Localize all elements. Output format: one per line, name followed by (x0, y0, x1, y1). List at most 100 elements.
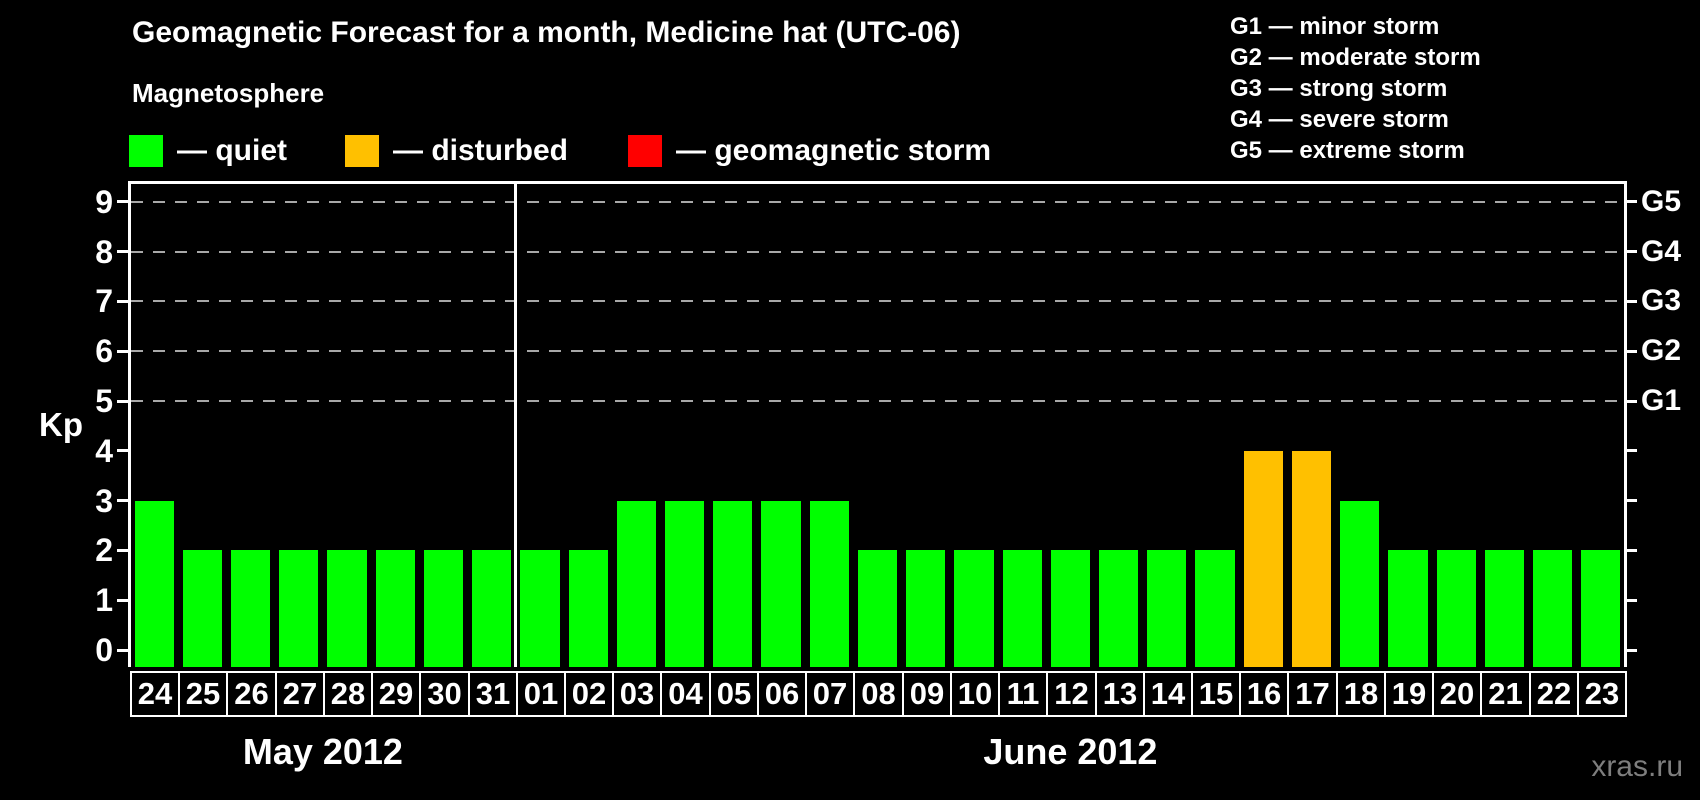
magnetosphere-label: Magnetosphere (132, 78, 325, 108)
day-cell: 30 (419, 671, 470, 717)
day-cell: 19 (1384, 671, 1434, 717)
bar (1195, 550, 1235, 667)
day-cell: 03 (612, 671, 662, 717)
day-cell: 08 (853, 671, 904, 717)
day-cell: 29 (371, 671, 421, 717)
y-tick-right (1624, 598, 1637, 602)
bar (182, 550, 222, 667)
day-cell: 18 (1336, 671, 1386, 717)
y-tick-label: 7 (95, 283, 113, 320)
y-tick (117, 399, 130, 403)
bar (954, 550, 994, 667)
legend-swatch-storm (628, 135, 662, 167)
day-cell: 15 (1191, 671, 1241, 717)
day-cell: 12 (1046, 671, 1097, 717)
day-cell: 13 (1095, 671, 1145, 717)
g-axis-label: G4 (1641, 234, 1682, 268)
y-tick-label: 8 (95, 233, 113, 270)
bar (857, 550, 898, 667)
y-tick-right (1624, 548, 1637, 552)
day-cell: 24 (130, 671, 180, 717)
y-tick (117, 648, 130, 652)
y-tick (117, 449, 130, 453)
y-tick-right (1624, 648, 1637, 652)
month-label: May 2012 (242, 731, 403, 772)
bar (1484, 550, 1525, 667)
g-axis-label: G2 (1641, 334, 1682, 368)
bar (664, 500, 705, 667)
g-axis-label: G5 (1641, 184, 1682, 218)
y-tick (117, 349, 130, 353)
bar (375, 550, 415, 667)
month-label: June 2012 (983, 731, 1158, 772)
day-cell: 25 (178, 671, 228, 717)
gridline (131, 200, 1624, 203)
y-tick (117, 598, 130, 602)
bar (327, 550, 367, 667)
y-tick (117, 299, 130, 303)
day-cell: 04 (660, 671, 711, 717)
y-axis-title: Kp (39, 406, 83, 443)
gridline (131, 300, 1624, 303)
month-separator (514, 184, 518, 667)
bar (279, 550, 319, 667)
y-tick-right (1624, 250, 1637, 254)
bar (1099, 550, 1139, 667)
bar (1243, 450, 1283, 667)
day-cell: 16 (1239, 671, 1289, 717)
page-title: Geomagnetic Forecast for a month, Medici… (132, 16, 961, 49)
y-tick (117, 548, 130, 552)
plot-area (128, 181, 1627, 667)
day-cell: 22 (1529, 671, 1579, 717)
y-tick-label: 5 (95, 383, 113, 419)
day-cell: 17 (1287, 671, 1338, 717)
y-tick-right (1624, 349, 1637, 353)
day-cell: 10 (950, 671, 1000, 717)
g-axis-label: G3 (1641, 284, 1682, 318)
g-legend-line: G3 — strong storm (1230, 75, 1448, 102)
bar (1388, 550, 1428, 667)
y-tick-right (1624, 399, 1637, 403)
day-cell: 27 (275, 671, 325, 717)
g-axis-label: G1 (1641, 384, 1682, 417)
g-legend-line: G5 — extreme storm (1230, 137, 1465, 164)
bar (134, 500, 174, 667)
day-cell: 11 (998, 671, 1048, 717)
y-tick-label: 2 (95, 532, 113, 569)
bar (809, 500, 849, 667)
day-cell: 31 (468, 671, 518, 717)
storm-scale-legend: G1 — minor storm G2 — moderate storm G3 — … (1230, 11, 1481, 166)
bar (1291, 450, 1332, 667)
day-cell: 05 (709, 671, 759, 717)
day-cell: 09 (902, 671, 952, 717)
bar (616, 500, 656, 667)
y-tick-label: 1 (95, 582, 113, 619)
bar (1050, 550, 1090, 667)
day-cell: 26 (226, 671, 277, 717)
legend-label: — disturbed (393, 134, 569, 167)
y-tick (117, 499, 130, 503)
bar (713, 500, 753, 667)
bar (1340, 500, 1380, 667)
bar (568, 550, 608, 667)
g-legend-line: G1 — minor storm (1230, 13, 1440, 40)
y-tick (117, 200, 130, 204)
bar (472, 550, 512, 667)
bar (761, 500, 801, 667)
bar (1436, 550, 1476, 667)
y-tick (117, 250, 130, 254)
day-cell: 06 (757, 671, 807, 717)
gridline (131, 250, 1624, 253)
bar (423, 550, 464, 667)
day-cell: 20 (1432, 671, 1482, 717)
legend-label: — geomagnetic storm (676, 134, 992, 167)
legend-swatch-quiet (129, 135, 163, 167)
legend-label: — quiet (177, 134, 287, 167)
bar (520, 550, 560, 667)
watermark: xras.ru (1591, 750, 1683, 783)
y-tick-right (1624, 449, 1637, 453)
day-cell: 07 (805, 671, 855, 717)
bar (1002, 550, 1042, 667)
